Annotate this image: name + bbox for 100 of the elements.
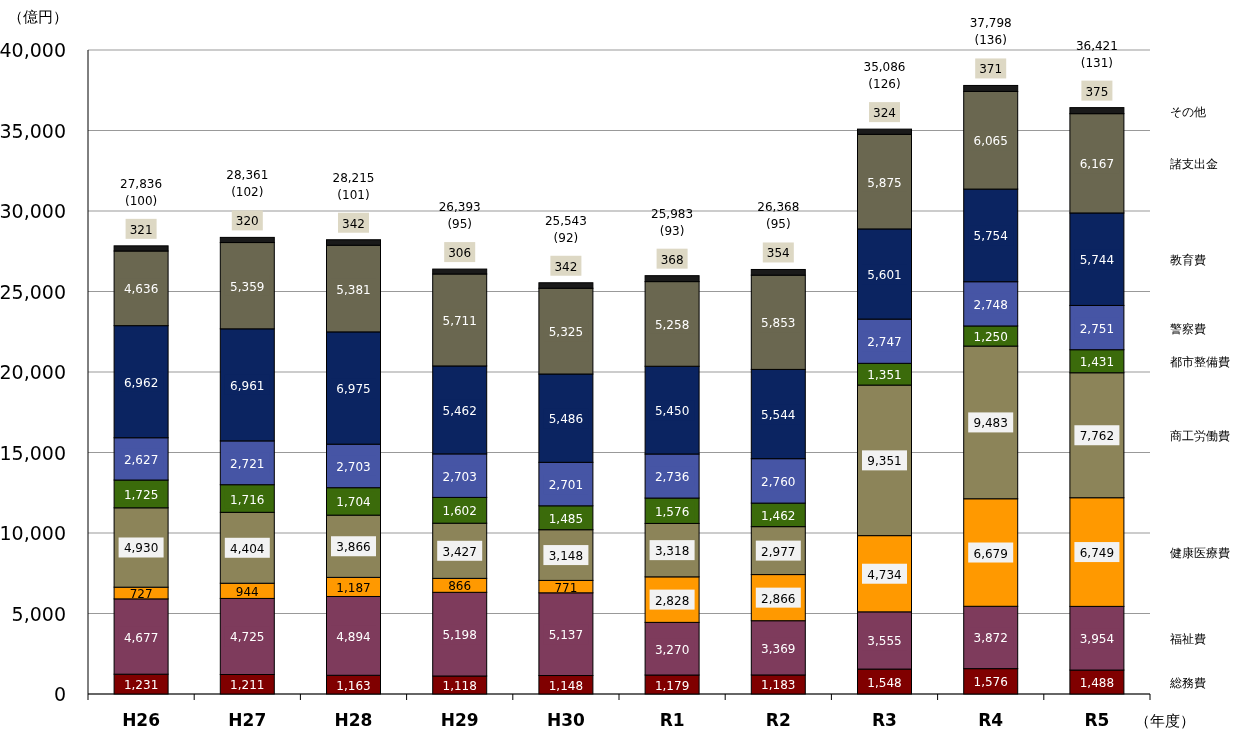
data-label: 2,747 — [867, 335, 902, 350]
data-label: 1,187 — [336, 580, 371, 595]
data-label: 2,736 — [654, 470, 690, 485]
data-label: 1,602 — [442, 504, 477, 519]
text: 都市整備費 — [1170, 355, 1230, 370]
data-label: 1,148 — [548, 678, 584, 693]
x-tick-label: H27 — [228, 710, 267, 730]
data-label: 2,977 — [761, 544, 796, 559]
data-label: 2,828 — [654, 593, 690, 608]
data-label: 5,601 — [867, 268, 902, 283]
y-tick-label: 0 — [53, 683, 66, 705]
text: 健康医療費 — [1170, 546, 1230, 561]
text: 教育費 — [1170, 253, 1206, 268]
data-label: 1,163 — [336, 678, 371, 693]
data-label: 6,961 — [230, 378, 265, 393]
data-label: 2,721 — [230, 456, 265, 471]
y-tick-label: 5,000 — [11, 602, 66, 625]
data-label: 5,544 — [761, 408, 796, 423]
total-label: 35,086 (126) — [863, 60, 906, 92]
total-label: 26,393 (95) — [438, 200, 481, 232]
data-label: 5,875 — [867, 175, 902, 190]
data-label: 1,183 — [761, 678, 796, 693]
data-label: 5,359 — [230, 279, 265, 294]
data-label: 944 — [235, 584, 259, 599]
data-label: 1,716 — [230, 492, 265, 507]
data-label: 4,930 — [123, 541, 159, 556]
data-label: 320 — [235, 214, 259, 229]
data-label: 5,258 — [654, 317, 690, 332]
y-tick-label: 25,000 — [0, 280, 66, 303]
y-tick-label: 35,000 — [0, 119, 66, 142]
data-label: 9,351 — [867, 454, 902, 469]
text: その他 — [1170, 104, 1206, 119]
data-label: 368 — [660, 252, 684, 267]
text: 商工労働費 — [1170, 429, 1230, 444]
data-label: 1,488 — [1079, 676, 1115, 691]
data-label: 1,725 — [123, 487, 159, 502]
data-label: 3,270 — [654, 642, 690, 657]
data-label: 6,962 — [123, 375, 159, 390]
data-label: 1,179 — [654, 678, 690, 693]
x-tick-label: R3 — [872, 710, 897, 730]
total-label: 26,368 (95) — [757, 200, 800, 232]
y-tick-label: 20,000 — [0, 361, 66, 383]
data-label: 5,853 — [761, 316, 796, 331]
x-tick-label: H30 — [546, 710, 586, 730]
x-tick-label: H29 — [440, 710, 479, 730]
data-label: 1,485 — [548, 511, 584, 526]
y-tick-label: 30,000 — [0, 200, 66, 222]
y-axis-title: （億円） — [8, 8, 68, 26]
data-label: 1,704 — [336, 495, 371, 510]
data-label: 9,483 — [973, 416, 1008, 431]
data-label: 3,427 — [442, 544, 477, 559]
data-label: 4,404 — [230, 541, 265, 556]
text: 諸支出金 — [1170, 157, 1218, 172]
data-label: 4,677 — [123, 630, 159, 645]
x-tick-label: R5 — [1084, 710, 1110, 730]
data-label: 4,636 — [123, 282, 159, 297]
data-label: 2,627 — [123, 452, 159, 467]
data-label: 3,555 — [867, 634, 902, 649]
x-tick-label: R4 — [978, 710, 1004, 730]
y-tick-label: 40,000 — [0, 39, 66, 61]
data-label: 1,118 — [442, 679, 477, 693]
data-label: 6,975 — [336, 382, 371, 397]
x-axis-title: （年度） — [1135, 712, 1195, 730]
total-label: 25,543 (92) — [544, 213, 587, 245]
data-label: 6,065 — [973, 134, 1008, 149]
data-label: 342 — [342, 216, 365, 231]
total-label: 27,836 (100) — [120, 176, 163, 208]
data-label: 3,148 — [548, 549, 584, 564]
data-label: 306 — [448, 246, 472, 261]
data-label: 354 — [766, 246, 790, 261]
data-label: 371 — [979, 62, 1003, 77]
data-label: 1,250 — [973, 330, 1008, 345]
data-label: 5,137 — [548, 628, 584, 643]
text: 総務費 — [1169, 676, 1206, 691]
data-label: 3,872 — [973, 631, 1008, 646]
data-label: 727 — [129, 587, 153, 602]
data-label: 1,462 — [761, 508, 796, 523]
data-label: 1,211 — [230, 678, 265, 693]
x-tick-label: H28 — [334, 710, 373, 730]
data-label: 1,351 — [867, 368, 902, 383]
data-label: 5,198 — [442, 628, 477, 643]
data-label: 6,679 — [973, 546, 1008, 561]
data-label: 2,748 — [973, 297, 1008, 312]
y-tick-label: 15,000 — [0, 441, 66, 464]
data-label: 375 — [1085, 84, 1109, 99]
data-label: 7,762 — [1079, 429, 1115, 444]
text: 福祉費 — [1170, 632, 1206, 647]
data-label: 1,576 — [654, 504, 690, 519]
data-label: 2,701 — [548, 478, 584, 493]
data-label: 5,744 — [1079, 253, 1115, 268]
data-label: 6,167 — [1079, 157, 1115, 172]
data-label: 6,749 — [1079, 546, 1115, 561]
data-label: 1,576 — [973, 675, 1008, 690]
total-label: 25,983 (93) — [651, 206, 694, 238]
total-label: 28,361 (102) — [226, 168, 269, 200]
y-tick-label: 10,000 — [0, 522, 66, 544]
data-label: 5,381 — [336, 282, 371, 297]
data-label: 3,866 — [336, 540, 371, 555]
data-label: 3,954 — [1079, 632, 1115, 647]
data-label: 1,548 — [867, 675, 902, 690]
